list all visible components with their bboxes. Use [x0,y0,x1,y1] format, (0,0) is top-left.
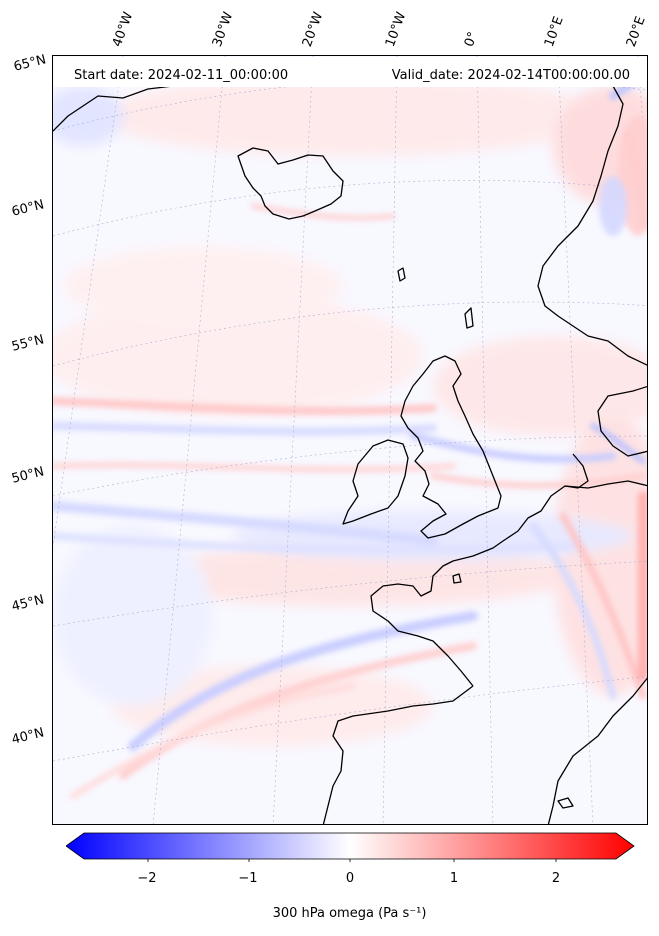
colorbar-tick-neg2: −2 [137,871,157,886]
colorbar-label: 300 hPa omega (Pa s⁻¹) [272,906,427,921]
lon-label-10e: 10°E [541,14,567,50]
lat-label-40n: 40°N [10,725,46,748]
mediterranean-coast [547,677,647,824]
colorbar [66,832,635,862]
continent-coast [370,480,647,687]
colorbar-ticks [147,859,557,862]
colorbar-tick-0: 0 [345,871,355,886]
valid-date-label: Valid_date: 2024-02-14T00:00:00.00 [391,68,630,83]
lon-label-40w: 40°W [109,10,137,49]
channel-island [452,573,462,584]
iberia-coast [322,685,474,824]
colorbar-tick-neg1: −1 [238,871,258,886]
lat-label-60n: 60°N [10,197,46,220]
iceland-coast [237,147,344,220]
balearic-coast [557,797,574,809]
lon-label-30w: 30°W [209,10,237,49]
omega-bands [53,72,647,799]
ireland-coast [342,439,409,525]
faroe-coast [397,267,406,282]
colorbar-gradient [66,832,635,860]
map-panel: Start date: 2024-02-11_00:00:00 Valid_da… [52,55,648,825]
lat-label-45n: 45°N [10,592,46,615]
lon-label-10w: 10°W [382,10,410,49]
lon-label-20w: 20°W [299,10,327,49]
colorbar-tick-2: 2 [551,871,561,886]
shetland-coast [464,307,474,329]
lat-label-55n: 55°N [10,332,46,355]
lon-label-0: 0° [461,29,482,49]
lon-label-20e: 20°E [623,14,649,50]
norway-coast [537,85,647,366]
coastlines [53,77,647,824]
start-date-label: Start date: 2024-02-11_00:00:00 [74,68,289,83]
omega-field-map [53,56,647,824]
lat-label-65n: 65°N [12,52,48,75]
header-bar: Start date: 2024-02-11_00:00:00 Valid_da… [54,57,647,87]
lat-label-50n: 50°N [10,464,46,487]
sweden-coast [597,385,647,457]
great-britain-coast [400,355,502,539]
colorbar-tick-1: 1 [449,871,459,886]
